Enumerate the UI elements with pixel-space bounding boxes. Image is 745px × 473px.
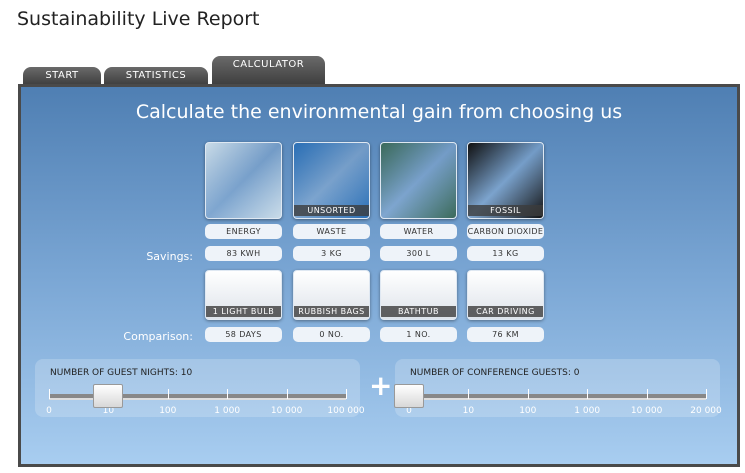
slider-tick-label: 20 000 bbox=[690, 406, 722, 416]
waterfall-image[interactable] bbox=[380, 142, 457, 219]
slider-tick-label: 0 bbox=[406, 406, 412, 416]
comparison-caption: CAR DRIVING bbox=[468, 306, 543, 317]
comparison-value: 1 NO. bbox=[380, 327, 457, 342]
slider-panel: NUMBER OF CONFERENCE GUESTS: 0 0 10 100 1 0… bbox=[394, 359, 722, 417]
slider-tick-label: 10 bbox=[462, 406, 475, 416]
slider-tick-label: 0 bbox=[46, 406, 52, 416]
plus-icon: + bbox=[369, 369, 393, 402]
slider-tick-label: 100 bbox=[519, 406, 537, 416]
tab-start[interactable]: START bbox=[23, 67, 101, 85]
slider-tick bbox=[286, 389, 288, 399]
slider-tick bbox=[227, 389, 229, 399]
slider-tick bbox=[587, 389, 589, 399]
slider-tick bbox=[527, 389, 529, 399]
slider-tick-label: 100 bbox=[159, 406, 177, 416]
saving-value: 83 KWH bbox=[205, 246, 282, 261]
tab-statistics[interactable]: STATISTICS bbox=[104, 67, 208, 85]
calculator-panel: Calculate the environmental gain from ch… bbox=[18, 84, 740, 467]
saving-value: 3 KG bbox=[293, 246, 370, 261]
slider-tick-label: 1 000 bbox=[214, 406, 241, 416]
smoke-image[interactable]: FOSSIL bbox=[467, 142, 544, 219]
comparison-caption: BATHTUB bbox=[381, 306, 456, 317]
category-name: WATER bbox=[380, 224, 457, 239]
rubbish-bag-image[interactable]: RUBBISH BAGS bbox=[293, 270, 370, 320]
comparison-value: 76 KM bbox=[467, 327, 544, 342]
category-name: CARBON DIOXIDE bbox=[467, 224, 544, 239]
saving-value: 13 KG bbox=[467, 246, 544, 261]
comparison-caption: RUBBISH BAGS bbox=[294, 306, 369, 317]
slider-thumb[interactable] bbox=[93, 384, 124, 408]
bathtub-image[interactable]: BATHTUB bbox=[380, 270, 457, 320]
slider-tick bbox=[646, 389, 648, 399]
slider-tick-label: 10 bbox=[102, 406, 115, 416]
slider-panel: NUMBER OF GUEST NIGHTS: 10 0 10 100 1 000 10… bbox=[35, 359, 365, 417]
slider-tick bbox=[167, 389, 169, 399]
slider-tick-label: 10 000 bbox=[630, 406, 663, 416]
slider-tick bbox=[706, 389, 707, 399]
slider-tick bbox=[346, 389, 347, 399]
savings-label: Savings: bbox=[146, 250, 193, 263]
image-caption: UNSORTED bbox=[294, 205, 369, 216]
waste-bin-image[interactable]: UNSORTED bbox=[293, 142, 370, 219]
slider-label: NUMBER OF GUEST NIGHTS: 10 bbox=[50, 368, 193, 378]
car-image[interactable]: CAR DRIVING bbox=[467, 270, 544, 320]
comparison-value: 0 NO. bbox=[293, 327, 370, 342]
slider-tick bbox=[49, 389, 50, 399]
slider-label: NUMBER OF CONFERENCE GUESTS: 0 bbox=[410, 368, 580, 378]
light-bulb-image[interactable]: 1 LIGHT BULB bbox=[205, 270, 282, 320]
power-plug-image[interactable] bbox=[205, 142, 282, 219]
slider-tick-label: 1 000 bbox=[574, 406, 601, 416]
saving-value: 300 L bbox=[380, 246, 457, 261]
category-name: ENERGY bbox=[205, 224, 282, 239]
comparison-caption: 1 LIGHT BULB bbox=[206, 306, 281, 317]
page-title: Sustainability Live Report bbox=[17, 8, 260, 30]
image-caption: FOSSIL bbox=[468, 205, 543, 216]
slider-tick bbox=[468, 389, 470, 399]
calculator-heading: Calculate the environmental gain from ch… bbox=[135, 101, 623, 123]
tab-calculator[interactable]: CALCULATOR bbox=[212, 56, 325, 85]
category-name: WASTE bbox=[293, 224, 370, 239]
slider-tick-label: 10 000 bbox=[270, 406, 303, 416]
slider-thumb[interactable] bbox=[394, 384, 424, 408]
comparison-label: Comparison: bbox=[123, 330, 193, 343]
comparison-value: 58 DAYS bbox=[205, 327, 282, 342]
slider-track[interactable]: 0 10 100 1 000 10 000 100 000 bbox=[46, 384, 365, 416]
slider-track[interactable]: 0 10 100 1 000 10 000 20 000 bbox=[394, 384, 722, 416]
slider-tick-label: 100 000 bbox=[327, 406, 365, 416]
